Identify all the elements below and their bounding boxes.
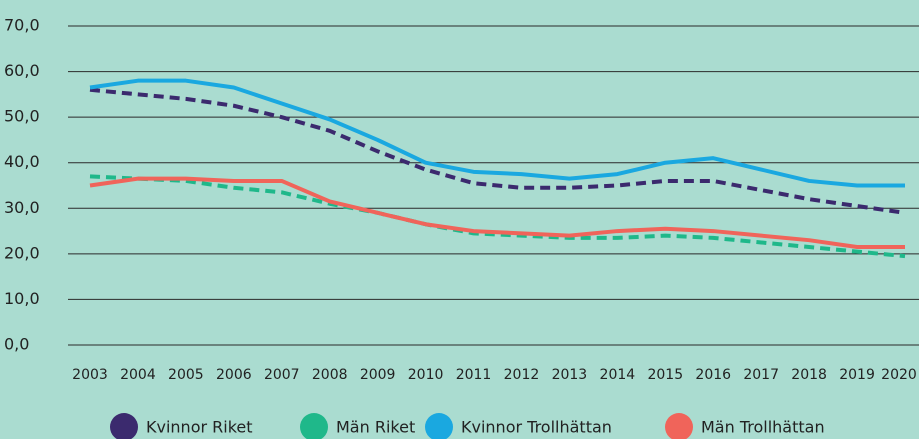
- legend-swatch: [300, 413, 328, 439]
- y-tick-label: 30,0: [4, 198, 40, 217]
- x-tick-label: 2020: [881, 367, 917, 383]
- series-line: [89, 87, 906, 215]
- y-tick-label: 60,0: [4, 61, 40, 80]
- x-tick-label: 2014: [600, 367, 636, 383]
- series-line: [89, 174, 906, 259]
- legend-swatch: [110, 413, 138, 439]
- x-tick-label: 2003: [72, 367, 108, 383]
- x-tick-label: 2008: [312, 367, 348, 383]
- y-tick-label: 40,0: [4, 152, 40, 171]
- x-tick-label: 2005: [168, 367, 204, 383]
- legend-swatch: [425, 413, 453, 439]
- legend-swatch: [665, 413, 693, 439]
- y-tick-label: 70,0: [4, 16, 40, 35]
- x-tick-label: 2011: [456, 367, 492, 383]
- y-tick-label: 10,0: [4, 289, 40, 308]
- x-tick-label: 2016: [695, 367, 731, 383]
- x-tick-label: 2009: [360, 367, 396, 383]
- y-tick-label: 0,0: [4, 335, 29, 354]
- legend-label: Kvinnor Riket: [146, 418, 253, 437]
- y-tick-label: 50,0: [4, 107, 40, 126]
- y-tick-label: 20,0: [4, 243, 40, 262]
- x-tick-label: 2004: [120, 367, 156, 383]
- legend-label: Kvinnor Trollhättan: [461, 418, 612, 437]
- legend-label: Män Trollhättan: [701, 418, 825, 437]
- series-line: [89, 176, 905, 250]
- x-tick-label: 2010: [408, 367, 444, 383]
- x-tick-label: 2006: [216, 367, 252, 383]
- x-tick-label: 2017: [743, 367, 779, 383]
- x-tick-label: 2013: [552, 367, 588, 383]
- series-line: [89, 78, 905, 188]
- x-tick-label: 2019: [839, 367, 875, 383]
- x-tick-label: 2012: [504, 367, 540, 383]
- legend-label: Män Riket: [336, 418, 415, 437]
- x-tick-label: 2015: [647, 367, 683, 383]
- x-tick-label: 2007: [264, 367, 300, 383]
- x-tick-label: 2018: [791, 367, 827, 383]
